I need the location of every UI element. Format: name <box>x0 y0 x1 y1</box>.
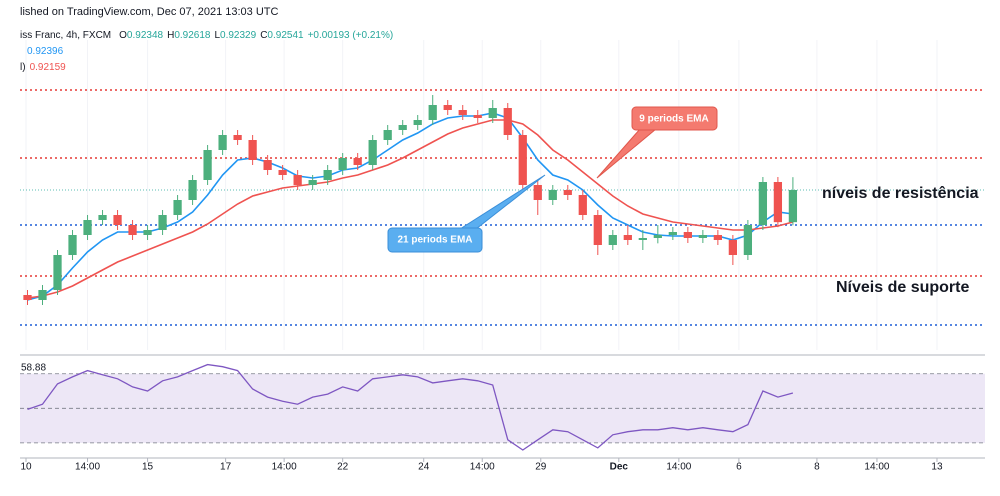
candle-body <box>668 232 677 235</box>
rsi-value: 58.88 <box>21 363 46 374</box>
candle-body <box>203 150 212 180</box>
candle-body <box>548 190 557 200</box>
x-tick-label: 17 <box>220 462 232 473</box>
ohlc-value: 0.92348 <box>127 30 164 41</box>
ema-legend-prefix: l) <box>20 62 26 73</box>
x-tick-label: 10 <box>20 462 32 473</box>
source-line: lished on TradingView.com, Dec 07, 2021 … <box>20 6 279 18</box>
candle-body <box>713 235 722 240</box>
candle-body <box>608 235 617 245</box>
candle-body <box>158 215 167 230</box>
ema-line <box>27 112 794 301</box>
candle-body <box>353 158 362 165</box>
ema-legend: l) 0.92159 <box>20 62 66 73</box>
ema-legend-value: 0.92159 <box>30 62 67 73</box>
symbol-legend: iss Franc, 4h, FXCM O0.92348 H0.92618 L0.92… <box>20 30 393 41</box>
candle-body <box>698 235 707 238</box>
candle-body <box>563 190 572 195</box>
x-tick-label: 14:00 <box>470 462 495 473</box>
candle-body <box>368 140 377 165</box>
callout-box <box>631 106 718 131</box>
candle-body <box>413 120 422 125</box>
candle-body <box>578 195 587 215</box>
callout-text: 9 periods EMA <box>639 114 708 125</box>
candle-body <box>518 135 527 185</box>
x-tick-label: 22 <box>337 462 349 473</box>
candle-body <box>398 125 407 130</box>
x-tick-label: 15 <box>142 462 154 473</box>
candle-body <box>743 225 753 255</box>
ohlc-key: L <box>214 30 220 41</box>
candle-body <box>758 182 768 225</box>
x-tick-label: Dec <box>610 462 629 473</box>
candle-body <box>53 255 62 290</box>
candle-body <box>788 190 798 223</box>
candle-body <box>98 215 107 220</box>
candle-body <box>503 108 512 135</box>
candle-body <box>218 135 227 150</box>
x-tick-label: 14:00 <box>75 462 100 473</box>
candle-body <box>428 105 437 120</box>
ohlc-key: H <box>167 30 174 41</box>
ohlc-key: O <box>119 30 127 41</box>
ohlc-value: 0.92541 <box>267 30 304 41</box>
ema-line <box>27 119 794 299</box>
candle-body <box>383 130 392 140</box>
candle-body <box>773 182 783 223</box>
candle-body <box>263 160 272 170</box>
candle-body <box>173 200 182 215</box>
callout-text: 21 periods EMA <box>397 235 472 246</box>
candle-body <box>233 135 242 140</box>
candle-body <box>593 215 602 245</box>
candle-body <box>23 295 32 300</box>
x-tick-label: 13 <box>931 462 943 473</box>
symbol: iss Franc, 4h, FXCM <box>20 30 111 41</box>
support-label: Níveis de suporte <box>836 279 969 296</box>
candle-body <box>143 230 152 235</box>
candle-body <box>728 240 737 255</box>
candle-body <box>308 180 317 185</box>
x-tick-label: 24 <box>418 462 430 473</box>
candle-body <box>38 290 47 300</box>
candle-body <box>488 108 497 118</box>
candle-body <box>533 185 542 200</box>
x-tick-label: 14:00 <box>272 462 297 473</box>
candle-body <box>248 140 257 160</box>
ema-legend-value: 0.92396 <box>27 46 64 57</box>
rsi-band <box>20 373 985 443</box>
ohlc-key: C <box>260 30 267 41</box>
candle-body <box>623 235 632 240</box>
candle-body <box>68 235 77 255</box>
candle-body <box>653 235 662 238</box>
candle-body <box>458 110 467 115</box>
candle-body <box>83 220 92 235</box>
candle-body <box>278 170 287 175</box>
candle-body <box>323 170 332 180</box>
candle-body <box>113 215 122 225</box>
candle-body <box>188 180 197 200</box>
candle-body <box>128 225 137 235</box>
x-tick-label: 29 <box>535 462 547 473</box>
candle-body <box>338 158 347 170</box>
ohlc-value: 0.92329 <box>220 30 257 41</box>
x-tick-label: 6 <box>736 462 742 473</box>
candle-body <box>293 175 302 185</box>
candle-body <box>443 105 452 110</box>
candle-body <box>683 232 692 238</box>
x-tick-label: 14:00 <box>864 462 889 473</box>
candle-body <box>638 238 647 240</box>
ohlc-value: 0.92618 <box>174 30 211 41</box>
candle-body <box>473 115 482 118</box>
change: +0.00193 (+0.21%) <box>308 30 394 41</box>
ema-legend: 0.92396 <box>27 46 64 57</box>
x-tick-label: 14:00 <box>666 462 691 473</box>
x-tick-label: 8 <box>814 462 820 473</box>
rsi-line <box>27 363 794 451</box>
resistance-label: níveis de resistência <box>822 185 979 202</box>
callout-box <box>387 227 483 253</box>
